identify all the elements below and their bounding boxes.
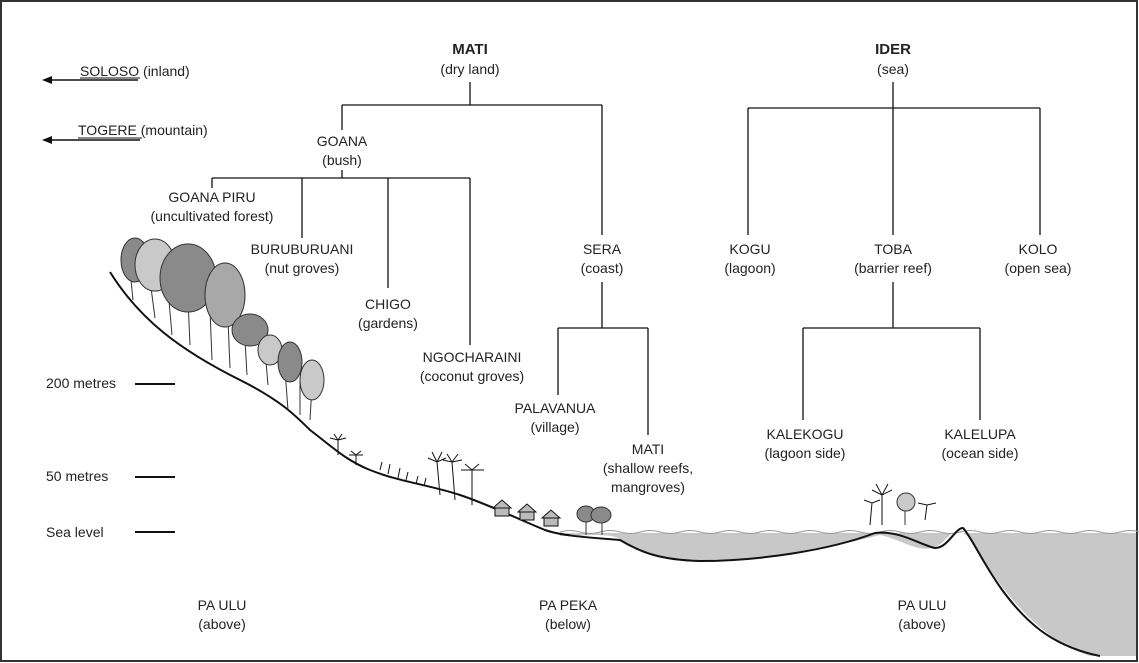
chigo-name: CHIGO (365, 296, 411, 312)
kalelupa-gloss: (ocean side) (941, 445, 1018, 461)
goana-piru-name: GOANA PIRU (168, 189, 255, 205)
kogu-name: KOGU (729, 241, 770, 257)
zone-right-name: PA ULU (898, 597, 947, 613)
zone-left-name: PA ULU (198, 597, 247, 613)
kalekogu-gloss: (lagoon side) (765, 445, 846, 461)
togere-label: TOGERE (mountain) (78, 122, 208, 138)
elevation-sea-level: Sea level (46, 524, 104, 540)
mati-reefs-gloss-1: (shallow reefs, (603, 460, 693, 476)
sea-surface (559, 530, 1139, 534)
palm-trees (329, 433, 937, 526)
mati-reefs-gloss-2: mangroves) (611, 479, 685, 495)
village-huts (491, 499, 562, 527)
ider-gloss: (sea) (877, 61, 909, 77)
sera-gloss: (coast) (581, 260, 624, 276)
togere-arrow (42, 136, 142, 144)
kolo-gloss: (open sea) (1005, 260, 1072, 276)
land-profile (109, 271, 1101, 657)
kalekogu-name: KALEKOGU (766, 426, 843, 442)
zone-right-gloss: (above) (898, 616, 945, 632)
zone-middle-gloss: (below) (545, 616, 591, 632)
soloso-label: SOLOSO (inland) (80, 63, 190, 79)
ngocharaini-name: NGOCHARAINI (423, 349, 522, 365)
kalelupa-name: KALELUPA (944, 426, 1016, 442)
chigo-gloss: (gardens) (358, 315, 418, 331)
ider-name: IDER (875, 41, 911, 58)
goana-piru-gloss: (uncultivated forest) (151, 208, 274, 224)
reef-tree (896, 492, 916, 525)
zone-middle-name: PA PEKA (539, 597, 598, 613)
sera-name: SERA (583, 241, 622, 257)
elevation-200: 200 metres (46, 375, 116, 391)
mati-tree-lines (211, 82, 649, 435)
buruburuani-name: BURUBURUANI (251, 241, 354, 257)
kogu-gloss: (lagoon) (724, 260, 775, 276)
soloso-arrow (42, 76, 140, 84)
elevation-marks (135, 383, 175, 533)
mangrove-trees (576, 505, 612, 535)
forest-trees (120, 237, 325, 421)
mati-gloss: (dry land) (440, 61, 499, 77)
goana-gloss: (bush) (322, 152, 362, 168)
mati-reefs-name: MATI (632, 441, 664, 457)
toba-gloss: (barrier reef) (854, 260, 932, 276)
palavanua-gloss: (village) (530, 419, 579, 435)
sea-water (560, 532, 1136, 656)
ider-tree-lines (747, 82, 1041, 420)
kolo-name: KOLO (1019, 241, 1058, 257)
goana-name: GOANA (317, 133, 368, 149)
buruburuani-gloss: (nut groves) (265, 260, 340, 276)
palavanua-name: PALAVANUA (515, 400, 597, 416)
zone-left-gloss: (above) (198, 616, 245, 632)
mati-name: MATI (452, 41, 488, 58)
ngocharaini-gloss: (coconut groves) (420, 368, 524, 384)
toba-name: TOBA (874, 241, 913, 257)
elevation-50: 50 metres (46, 468, 108, 484)
